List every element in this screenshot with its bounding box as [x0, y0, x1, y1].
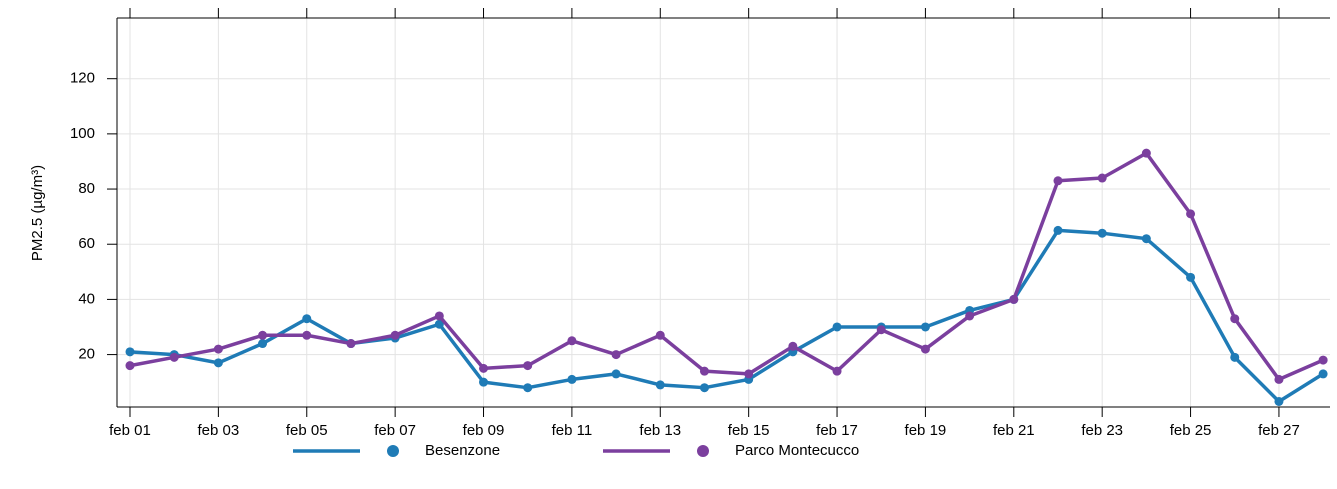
- data-point: [523, 383, 533, 393]
- data-point: [1230, 352, 1240, 362]
- x-tick-label: feb 11: [552, 422, 593, 439]
- y-tick-label: 120: [70, 70, 95, 87]
- data-point: [1009, 294, 1019, 304]
- data-point: [434, 311, 444, 321]
- y-tick-label: 80: [78, 180, 95, 197]
- data-point: [611, 369, 621, 379]
- data-point: [699, 366, 709, 376]
- y-tick-label: 20: [78, 346, 95, 363]
- y-tick-label: 100: [70, 125, 95, 142]
- x-tick-label: feb 03: [198, 422, 240, 439]
- x-tick-label: feb 17: [816, 422, 858, 439]
- data-point: [125, 361, 135, 371]
- data-point: [258, 339, 268, 349]
- data-point: [523, 361, 533, 371]
- series-line: [129, 228, 1325, 404]
- data-point: [1274, 396, 1284, 406]
- x-tick-label: feb 23: [1081, 422, 1123, 439]
- data-point: [1141, 234, 1151, 244]
- data-point: [876, 325, 886, 335]
- x-tick-label: feb 07: [374, 422, 416, 439]
- data-point: [213, 344, 223, 354]
- x-tick-label: feb 05: [286, 422, 328, 439]
- data-point: [744, 369, 754, 379]
- data-point: [920, 322, 930, 332]
- x-tick-label: feb 19: [905, 422, 947, 439]
- data-point: [1186, 209, 1196, 219]
- y-tick-label: 60: [78, 235, 95, 252]
- legend-marker: [697, 445, 709, 457]
- data-point: [567, 336, 577, 346]
- legend-label: Besenzone: [425, 442, 500, 459]
- data-point: [655, 380, 665, 390]
- x-tick-label: feb 15: [728, 422, 770, 439]
- y-axis-label: PM2.5 (µg/m³): [29, 165, 46, 261]
- data-point: [434, 319, 444, 329]
- data-point: [479, 377, 489, 387]
- data-point: [611, 350, 621, 360]
- data-point: [258, 330, 268, 340]
- data-point: [699, 383, 709, 393]
- data-point: [965, 311, 975, 321]
- x-tick-label: feb 09: [463, 422, 505, 439]
- data-point: [479, 363, 489, 373]
- y-tick-label: 40: [78, 290, 95, 307]
- series-line: [129, 151, 1324, 382]
- legend-marker: [387, 445, 399, 457]
- data-point: [832, 366, 842, 376]
- data-point: [1318, 355, 1328, 365]
- data-point: [213, 358, 223, 368]
- data-point: [346, 339, 356, 349]
- x-tick-label: feb 01: [109, 422, 151, 439]
- data-point: [1230, 314, 1240, 324]
- x-tick-label: feb 27: [1258, 422, 1300, 439]
- legend-label: Parco Montecucco: [735, 442, 859, 459]
- data-point: [1097, 173, 1107, 183]
- data-point: [302, 314, 312, 324]
- data-point: [1274, 374, 1284, 384]
- data-point: [920, 344, 930, 354]
- x-tick-label: feb 21: [993, 422, 1035, 439]
- data-point: [390, 330, 400, 340]
- x-tick-label: feb 13: [639, 422, 681, 439]
- data-point: [169, 352, 179, 362]
- x-tick-label: feb 25: [1170, 422, 1212, 439]
- data-point: [1318, 369, 1328, 379]
- data-point: [832, 322, 842, 332]
- data-point: [788, 341, 798, 351]
- data-point: [1053, 225, 1063, 235]
- data-point: [1097, 228, 1107, 238]
- data-point: [1053, 176, 1063, 186]
- data-point: [125, 347, 135, 357]
- data-point: [1141, 148, 1151, 158]
- data-point: [1186, 272, 1196, 282]
- data-point: [655, 330, 665, 340]
- data-point: [567, 374, 577, 384]
- data-point: [302, 330, 312, 340]
